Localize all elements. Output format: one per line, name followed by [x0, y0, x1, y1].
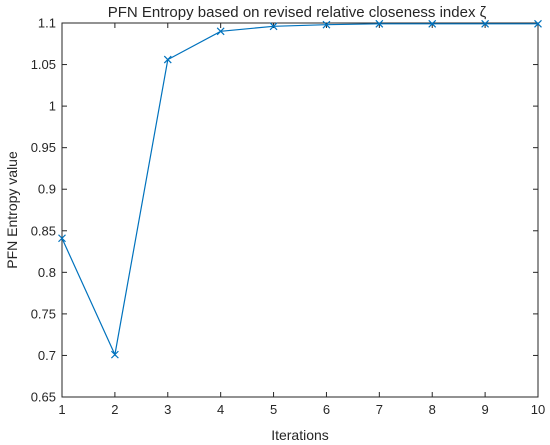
y-tick-label: 0.95	[31, 140, 56, 155]
x-tick-label: 2	[111, 402, 118, 417]
data-point-marker	[58, 234, 66, 243]
data-point-marker	[534, 19, 542, 28]
data-point-marker	[375, 19, 384, 28]
plot-area	[61, 22, 539, 398]
y-tick-label: 0.65	[31, 390, 56, 405]
data-point-marker	[163, 55, 172, 64]
data-point-marker	[481, 19, 490, 28]
x-tick-label: 3	[164, 402, 171, 417]
x-tick-label: 1	[58, 402, 65, 417]
x-tick-label: 9	[481, 402, 488, 417]
x-tick-label: 10	[531, 402, 545, 417]
x-tick-label: 6	[323, 402, 330, 417]
data-point-marker	[428, 19, 437, 28]
y-tick-label: 0.85	[31, 223, 56, 238]
data-series	[58, 19, 542, 359]
tick-labels: 1 2 3 4 5 6 7 8 9 10 0.65 0.7 0.75 0.8 0.85 0.9 0.95 1 1.0…	[31, 16, 546, 418]
y-tick-label: 1.05	[31, 57, 56, 72]
y-tick-label: 0.8	[38, 265, 56, 280]
data-point-marker	[322, 20, 331, 29]
y-tick-label: 0.9	[38, 182, 56, 197]
y-tick-label: 0.7	[38, 348, 56, 363]
x-tick-label: 8	[429, 402, 436, 417]
chart-title: PFN Entropy based on revised relative cl…	[108, 4, 487, 21]
y-tick-label: 1	[49, 99, 56, 114]
x-tick-label: 7	[376, 402, 383, 417]
x-axis-label: Iterations	[271, 427, 329, 443]
y-axis-label: PFN Entropy value	[4, 151, 20, 269]
data-point-marker	[216, 27, 225, 36]
y-tick-label: 0.75	[31, 306, 56, 321]
x-tick-label: 5	[270, 402, 277, 417]
data-point-marker	[110, 350, 119, 359]
y-tick-label: 1.1	[38, 16, 56, 31]
x-tick-label: 4	[217, 402, 224, 417]
data-point-marker	[269, 22, 278, 31]
series-line	[61, 23, 538, 357]
